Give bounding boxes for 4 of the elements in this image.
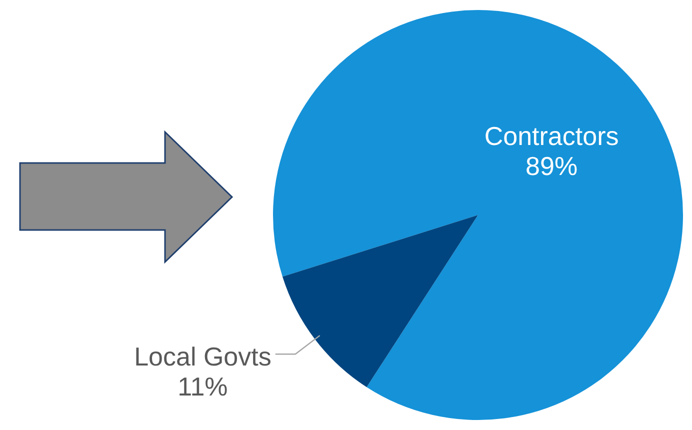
data-label: 89% (526, 151, 578, 182)
slice-label: Local Govts (134, 341, 272, 372)
slice-label: Contractors (484, 121, 619, 152)
data-label: 11% (178, 371, 228, 402)
